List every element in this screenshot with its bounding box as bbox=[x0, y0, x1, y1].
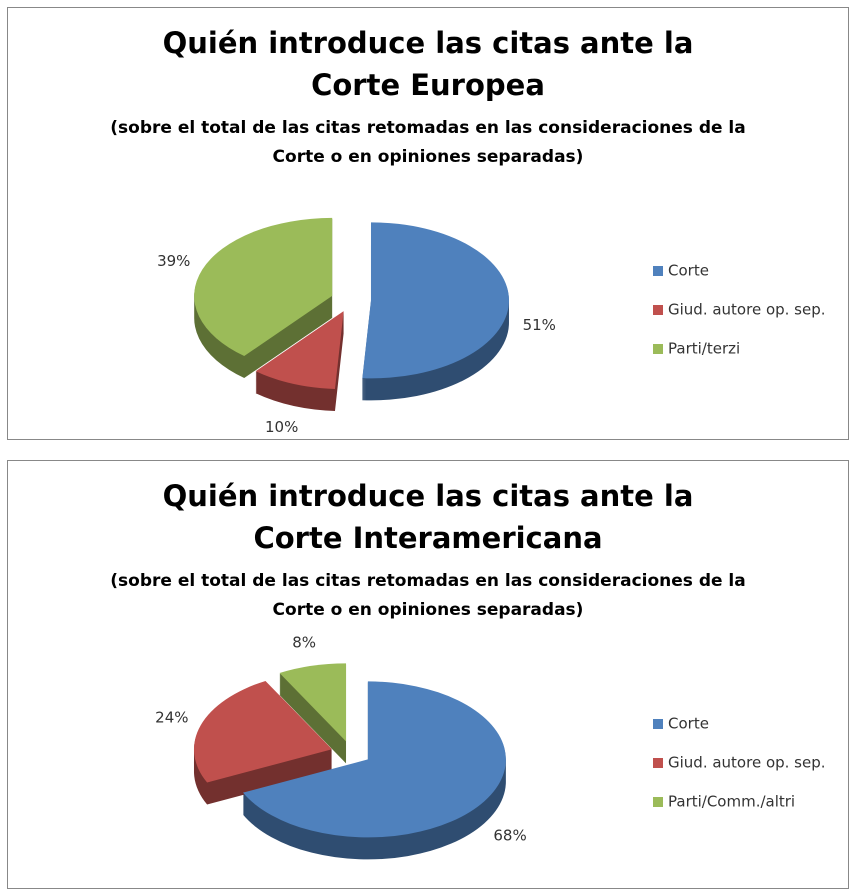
pie-slice bbox=[362, 222, 509, 379]
legend-label: Corte bbox=[668, 262, 709, 280]
data-label: 24% bbox=[155, 708, 188, 726]
data-label: 8% bbox=[292, 634, 316, 652]
pie-chart: 51% 10% 39% Corte Giud. autore op. sep. Parti… bbox=[157, 217, 826, 436]
pie-slice bbox=[193, 680, 332, 783]
pie-chart: 68% 24% 8% Corte Giud. autore op. sep. Parti/… bbox=[155, 634, 826, 860]
legend-label: Parti/terzi bbox=[668, 340, 740, 358]
legend-label: Giud. autore op. sep. bbox=[668, 754, 826, 772]
legend-label: Parti/Comm./altri bbox=[668, 793, 795, 811]
chart-title: Quién introduce las citas ante la Corte … bbox=[162, 26, 694, 102]
pie-slice bbox=[243, 681, 506, 838]
data-label: 10% bbox=[265, 418, 298, 436]
pie-slice bbox=[194, 217, 333, 357]
legend-swatch bbox=[653, 797, 663, 807]
data-label: 51% bbox=[523, 316, 556, 334]
legend-label: Giud. autore op. sep. bbox=[668, 301, 826, 319]
legend-swatch bbox=[653, 758, 663, 768]
chart-frame: 68% 24% 8% Corte Giud. autore op. sep. Parti/… bbox=[7, 460, 849, 889]
legend-swatch bbox=[653, 719, 663, 729]
legend-swatch bbox=[653, 344, 663, 354]
legend-swatch bbox=[653, 266, 663, 276]
chart-frame: 51% 10% 39% Corte Giud. autore op. sep. Parti… bbox=[7, 7, 849, 440]
chart-subtitle: (sobre el total de las citas retomadas e… bbox=[110, 118, 746, 167]
pie-slice bbox=[279, 663, 347, 742]
legend-swatch bbox=[653, 305, 663, 315]
pie-slice bbox=[255, 311, 344, 390]
chart-title: Quién introduce las citas ante la Corte … bbox=[162, 479, 694, 555]
chart-subtitle: (sobre el total de las citas retomadas e… bbox=[110, 571, 746, 620]
data-label: 39% bbox=[157, 252, 190, 270]
legend-label: Corte bbox=[668, 715, 709, 733]
data-label: 68% bbox=[493, 826, 526, 844]
